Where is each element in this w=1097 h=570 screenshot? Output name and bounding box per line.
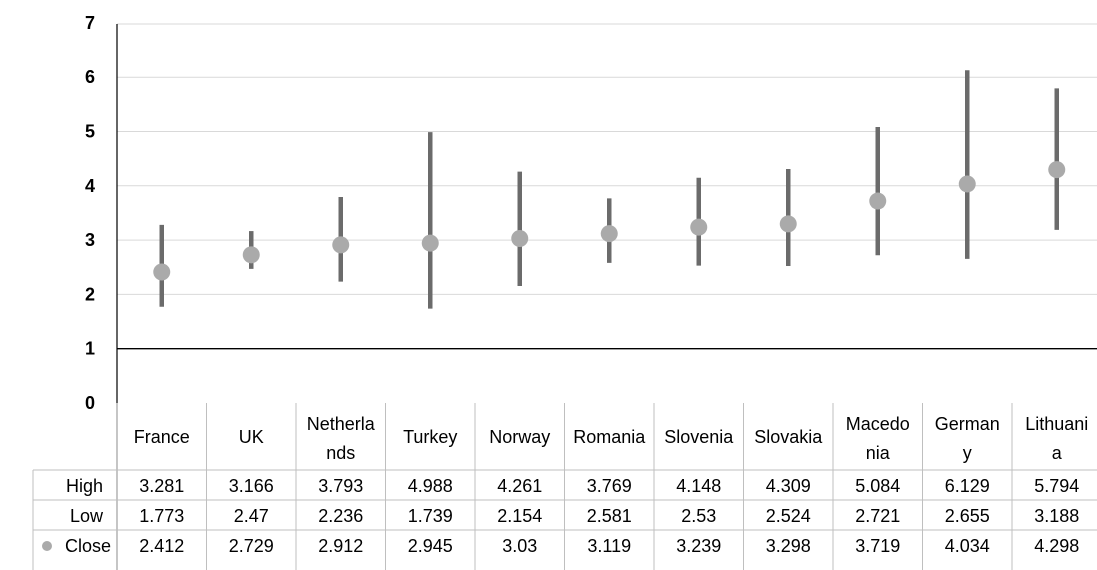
table-cell: 3.719 [855, 536, 900, 556]
y-tick-label: 4 [85, 176, 95, 196]
table-cell: 3.281 [139, 476, 184, 496]
category-label: UK [239, 427, 264, 447]
category-label: Norway [489, 427, 550, 447]
table-cell: 3.166 [229, 476, 274, 496]
y-tick-label: 0 [85, 393, 95, 413]
close-point-10 [958, 175, 976, 193]
table-cell: 4.261 [497, 476, 542, 496]
table-cell: 2.236 [318, 506, 363, 526]
table-cell: 5.084 [855, 476, 900, 496]
y-tick-label: 7 [85, 13, 95, 33]
table-cell: 3.119 [587, 536, 631, 556]
category-label: German [935, 414, 1000, 434]
table-cell: 4.309 [766, 476, 811, 496]
table-cell: 4.298 [1034, 536, 1079, 556]
table-cell: 2.412 [139, 536, 184, 556]
table-cell: 3.298 [766, 536, 811, 556]
data-table: France UK Netherla nds Turkey Norway Romania Sl… [32, 403, 1097, 570]
close-point-9 [869, 192, 887, 210]
table-cell: 3.769 [587, 476, 632, 496]
table-cell: 3.188 [1034, 506, 1079, 526]
plot-area [117, 23, 1097, 350]
table-cell: 3.03 [502, 536, 537, 556]
category-label: Macedo [846, 414, 910, 434]
table-cell: 2.945 [408, 536, 453, 556]
y-tick-label: 1 [85, 339, 95, 359]
close-point-5 [511, 229, 529, 247]
table-cell: 2.47 [234, 506, 269, 526]
category-label: Netherla [307, 414, 376, 434]
category-label: Turkey [403, 427, 457, 447]
close-point-2 [242, 246, 260, 264]
table-cell: 2.721 [855, 506, 900, 526]
table-cell: 6.129 [945, 476, 990, 496]
category-label: Lithuani [1025, 414, 1088, 434]
table-cell: 2.524 [766, 506, 811, 526]
chart-marks [153, 70, 1066, 309]
table-cell: 3.793 [318, 476, 363, 496]
close-point-1 [153, 263, 171, 281]
table-cell: 1.773 [139, 506, 184, 526]
y-tick-label: 3 [85, 230, 95, 250]
table-cell: 2.154 [497, 506, 542, 526]
table-cell: 2.729 [229, 536, 274, 556]
table-cell: 4.148 [676, 476, 721, 496]
row-label-low: Low [70, 506, 104, 526]
category-label: a [1052, 443, 1063, 463]
category-label: nia [866, 443, 891, 463]
table-cell: 2.912 [318, 536, 363, 556]
table-cell: 2.655 [945, 506, 990, 526]
close-point-8 [779, 215, 797, 233]
close-point-11 [1048, 161, 1066, 179]
category-label: y [963, 443, 972, 463]
table-cell: 2.53 [681, 506, 716, 526]
close-point-7 [690, 218, 708, 236]
close-point-3 [332, 236, 350, 254]
category-label: Romania [573, 427, 646, 447]
close-point-4 [421, 234, 439, 252]
table-cell: 5.794 [1034, 476, 1079, 496]
y-tick-label: 2 [85, 284, 95, 304]
row-label-high: High [66, 476, 103, 496]
table-cell: 3.239 [676, 536, 721, 556]
legend-close-marker [42, 541, 52, 551]
category-label: France [134, 427, 190, 447]
table-cell: 4.988 [408, 476, 453, 496]
y-tick-label: 6 [85, 67, 95, 87]
category-label: Slovakia [754, 427, 823, 447]
category-label: nds [326, 443, 355, 463]
table-cell: 2.581 [587, 506, 632, 526]
close-point-6 [600, 225, 618, 243]
row-label-close: Close [65, 536, 111, 556]
table-cell: 4.034 [945, 536, 990, 556]
table-cell: 1.739 [408, 506, 453, 526]
y-tick-label: 5 [85, 122, 95, 142]
category-label: Slovenia [664, 427, 734, 447]
